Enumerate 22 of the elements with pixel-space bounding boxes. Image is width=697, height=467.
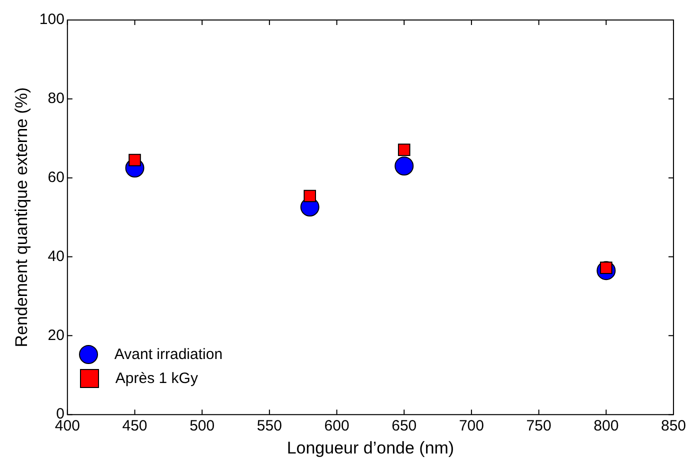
y-tick-label: 60 xyxy=(48,168,64,186)
x-tick-label: 700 xyxy=(458,418,484,435)
x-tick-label: 600 xyxy=(324,418,350,435)
y-tick-label: 20 xyxy=(48,326,64,344)
x-tick-label: 550 xyxy=(256,418,282,435)
y-tick-label: 80 xyxy=(48,90,64,108)
point xyxy=(304,190,316,202)
x-tick-label: 500 xyxy=(190,418,215,435)
point xyxy=(128,154,141,166)
legend-label: Après 1 kGy xyxy=(115,370,198,388)
x-tick-label: 850 xyxy=(660,418,686,435)
x-tick-label: 450 xyxy=(122,418,148,435)
y-axis-title: Rendement quantique externe (%) xyxy=(12,87,31,348)
y-tick-label: 100 xyxy=(39,11,64,28)
x-tick-label: 800 xyxy=(594,418,619,435)
y-tick-label: 40 xyxy=(48,248,64,265)
x-tick-label: 650 xyxy=(392,418,417,435)
x-tick-label: 750 xyxy=(526,418,552,435)
point xyxy=(398,144,410,156)
legend-label: Avant irradiation xyxy=(114,346,223,364)
x-axis-title: Longueur d’onde (nm) xyxy=(286,438,454,458)
point xyxy=(394,156,414,176)
